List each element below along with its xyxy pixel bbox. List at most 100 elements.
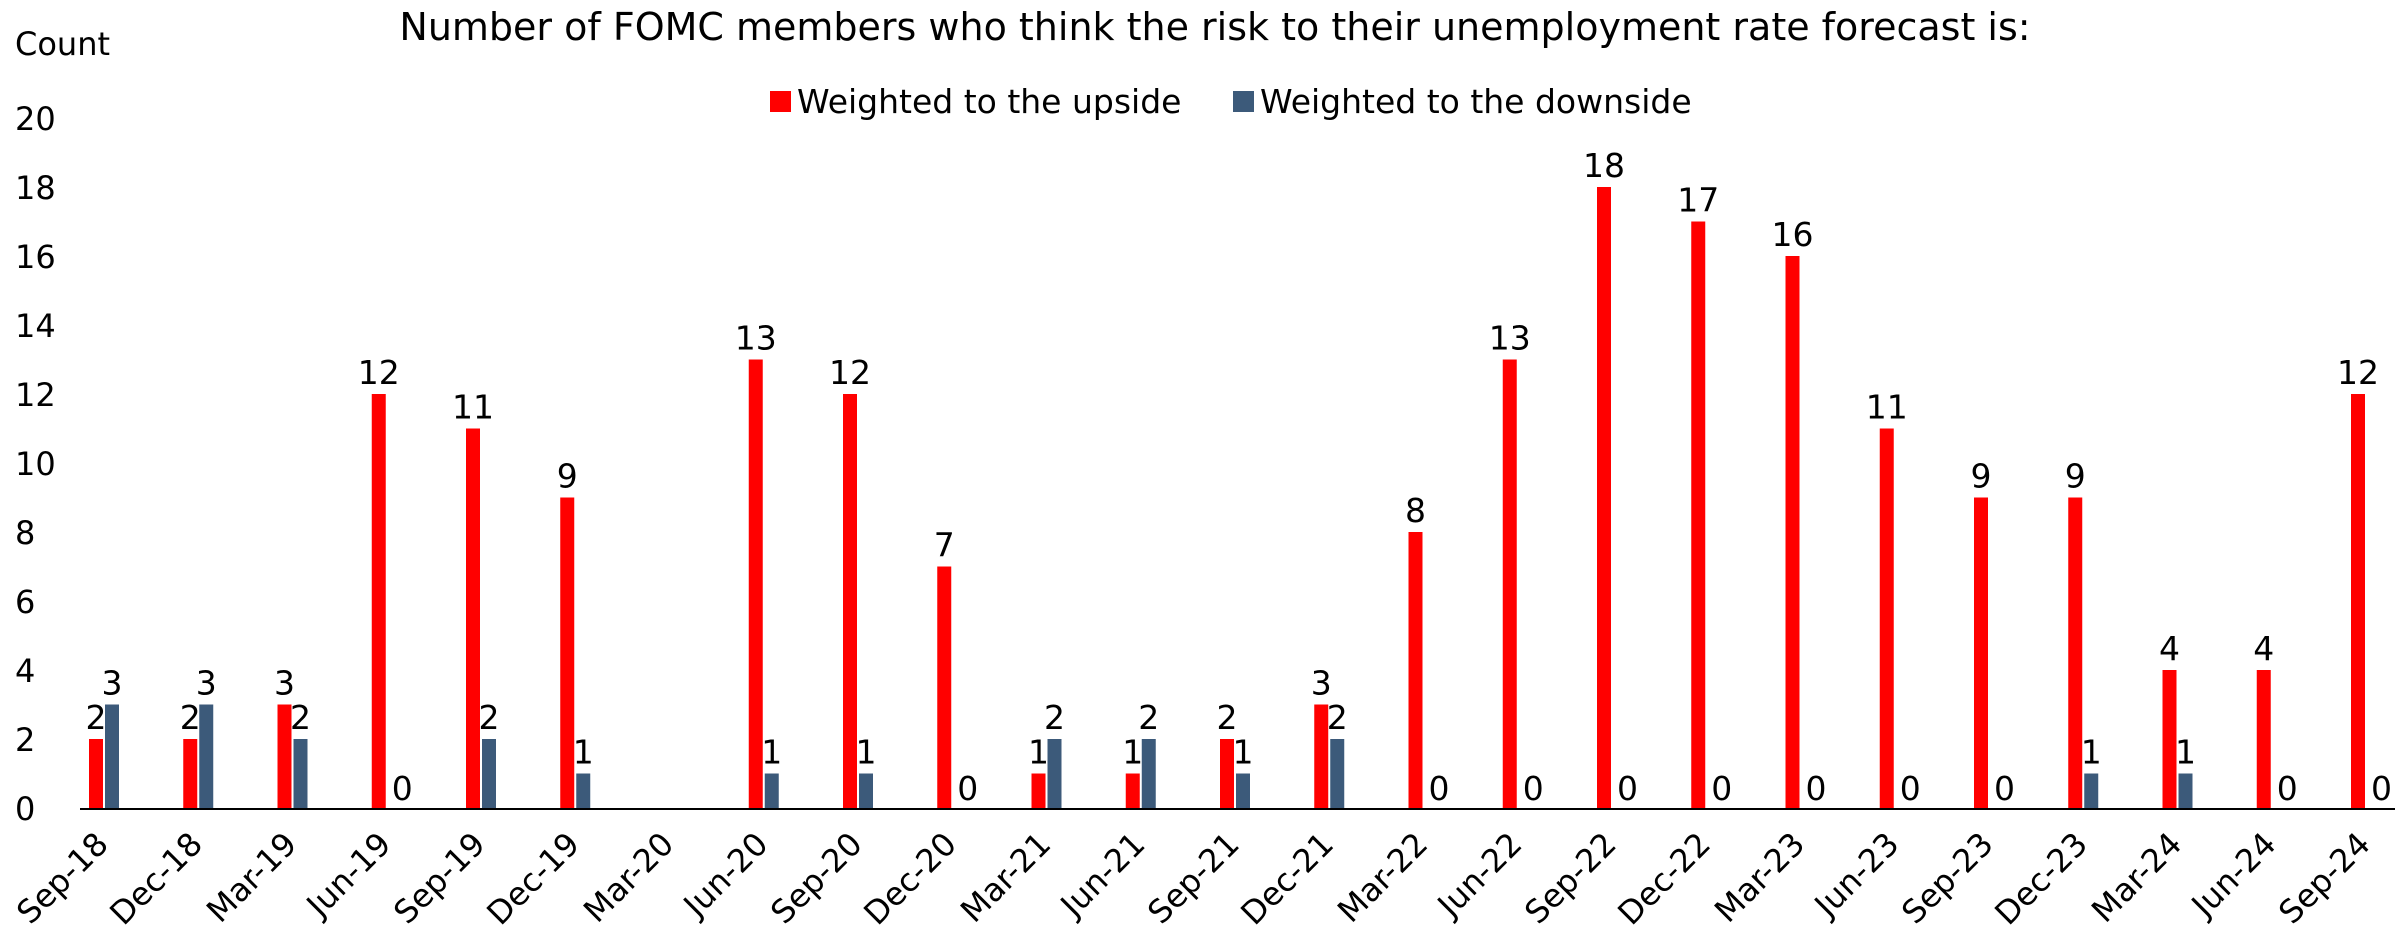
upside-data-label: 18 bbox=[1583, 146, 1625, 185]
x-tick-label: Jun-22 bbox=[1429, 825, 1530, 926]
legend: Weighted to the upside Weighted to the do… bbox=[770, 82, 1692, 121]
upside-bar bbox=[1408, 532, 1423, 808]
upside-bar bbox=[843, 394, 857, 808]
upside-data-label: 8 bbox=[1405, 491, 1426, 530]
downside-bar bbox=[1047, 739, 1062, 808]
upside-bar bbox=[2351, 394, 2365, 808]
downside-bar bbox=[576, 773, 591, 808]
x-tick-label: Mar-24 bbox=[2084, 825, 2189, 930]
downside-bar bbox=[859, 773, 873, 808]
upside-data-label: 2 bbox=[1217, 698, 1238, 737]
y-tick-label: 8 bbox=[15, 514, 35, 552]
downside-data-label: 2 bbox=[1044, 698, 1065, 737]
x-tick-label: Mar-21 bbox=[953, 825, 1058, 930]
downside-data-label: 0 bbox=[957, 769, 978, 808]
y-tick-label: 12 bbox=[15, 376, 56, 414]
downside-data-label: 2 bbox=[479, 698, 500, 737]
downside-bar bbox=[1141, 739, 1156, 808]
y-tick-label: 16 bbox=[15, 238, 56, 276]
upside-bar bbox=[937, 566, 952, 808]
upside-bar bbox=[89, 739, 103, 808]
x-tick-label: Sep-18 bbox=[9, 825, 115, 931]
upside-data-label: 12 bbox=[358, 353, 400, 392]
upside-data-label: 7 bbox=[934, 526, 955, 565]
chart-title: Number of FOMC members who think the ris… bbox=[399, 5, 2030, 49]
upside-bar bbox=[1031, 773, 1046, 808]
upside-bar bbox=[371, 394, 386, 808]
upside-bar bbox=[1974, 497, 1988, 808]
downside-data-label: 1 bbox=[761, 733, 782, 772]
upside-data-label: 3 bbox=[1311, 664, 1332, 703]
upside-bar bbox=[466, 428, 480, 808]
downside-data-label: 0 bbox=[1617, 769, 1638, 808]
upside-data-label: 12 bbox=[829, 353, 871, 392]
x-tick-label: Dec-21 bbox=[1233, 825, 1341, 933]
x-tick-label: Mar-20 bbox=[576, 825, 681, 930]
upside-bar bbox=[748, 359, 763, 808]
upside-data-label: 9 bbox=[2065, 457, 2086, 496]
downside-data-label: 3 bbox=[102, 664, 123, 703]
downside-bar bbox=[482, 739, 496, 808]
downside-data-label: 2 bbox=[1327, 698, 1348, 737]
x-tick-label: Dec-20 bbox=[856, 825, 964, 933]
upside-bar bbox=[1502, 359, 1517, 808]
downside-data-label: 0 bbox=[1523, 769, 1544, 808]
x-tick-label: Sep-21 bbox=[1140, 825, 1246, 931]
y-tick-label: 6 bbox=[15, 583, 35, 621]
upside-data-label: 2 bbox=[180, 698, 201, 737]
y-tick-label: 20 bbox=[15, 100, 56, 138]
upside-bar bbox=[277, 704, 292, 808]
upside-bar bbox=[1597, 187, 1611, 808]
downside-data-label: 1 bbox=[856, 733, 877, 772]
x-tick-label: Dec-22 bbox=[1610, 825, 1718, 933]
upside-data-label: 1 bbox=[1028, 733, 1049, 772]
x-tick-label: Mar-19 bbox=[199, 825, 304, 930]
upside-data-label: 4 bbox=[2253, 629, 2274, 668]
downside-data-label: 2 bbox=[1138, 698, 1159, 737]
y-tick-label: 0 bbox=[15, 790, 35, 828]
downside-bar bbox=[293, 739, 308, 808]
legend-label-downside: Weighted to the downside bbox=[1260, 82, 1692, 121]
upside-bar bbox=[1314, 704, 1329, 808]
legend-swatch-upside bbox=[770, 91, 791, 112]
x-tick-label: Jun-20 bbox=[675, 825, 776, 926]
downside-data-label: 0 bbox=[2371, 769, 2392, 808]
x-tick-label: Jun-24 bbox=[2183, 825, 2284, 926]
downside-bar bbox=[1236, 773, 1250, 808]
y-tick-label: 18 bbox=[15, 169, 56, 207]
legend-swatch-downside bbox=[1233, 91, 1254, 112]
x-tick-label: Sep-22 bbox=[1517, 825, 1623, 931]
upside-bar bbox=[560, 497, 575, 808]
downside-data-label: 1 bbox=[2081, 733, 2102, 772]
downside-bar bbox=[105, 704, 119, 808]
x-tick-label: Dec-23 bbox=[1987, 825, 2095, 933]
x-tick-label: Mar-23 bbox=[1707, 825, 1812, 930]
downside-data-label: 0 bbox=[1429, 769, 1450, 808]
upside-bar bbox=[1691, 221, 1706, 808]
upside-data-label: 13 bbox=[1489, 319, 1531, 358]
x-tick-label: Sep-20 bbox=[763, 825, 869, 931]
downside-bar bbox=[764, 773, 779, 808]
upside-data-label: 11 bbox=[1866, 388, 1908, 427]
downside-data-label: 0 bbox=[2277, 769, 2298, 808]
x-tick-label: Sep-19 bbox=[386, 825, 492, 931]
upside-data-label: 1 bbox=[1122, 733, 1143, 772]
upside-data-label: 9 bbox=[557, 457, 578, 496]
x-tick-label: Mar-22 bbox=[1330, 825, 1435, 930]
downside-bar bbox=[2084, 773, 2099, 808]
x-axis-ticks: Sep-18Dec-18Mar-19Jun-19Sep-19Dec-19Mar-… bbox=[9, 825, 2377, 933]
downside-data-label: 0 bbox=[1994, 769, 2015, 808]
upside-bar bbox=[2256, 670, 2271, 808]
downside-data-label: 1 bbox=[573, 733, 594, 772]
downside-data-label: 0 bbox=[1711, 769, 1732, 808]
bars bbox=[89, 187, 2365, 808]
downside-data-label: 1 bbox=[1233, 733, 1254, 772]
downside-data-label: 3 bbox=[196, 664, 217, 703]
x-tick-label: Dec-19 bbox=[479, 825, 587, 933]
y-tick-label: 10 bbox=[15, 445, 56, 483]
upside-data-label: 3 bbox=[274, 664, 295, 703]
upside-data-label: 12 bbox=[2337, 353, 2379, 392]
x-tick-label: Sep-23 bbox=[1894, 825, 2000, 931]
upside-data-label: 2 bbox=[86, 698, 107, 737]
